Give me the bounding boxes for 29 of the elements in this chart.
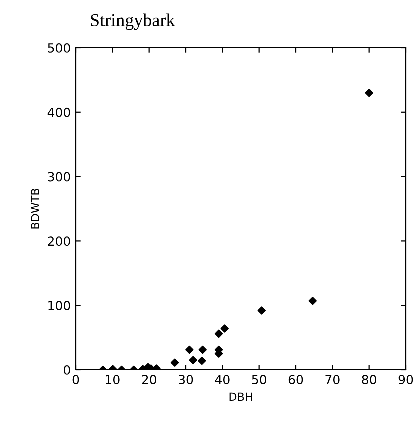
x-tick-label: 90 [398, 375, 414, 385]
y-tick-label: 500 [48, 43, 70, 53]
y-tick-label: 300 [48, 172, 70, 182]
x-axis-title: DBH [230, 392, 252, 401]
point [214, 330, 224, 338]
point [308, 296, 317, 306]
point [189, 356, 198, 364]
x-tick-label: 30 [179, 375, 194, 385]
y-tick-label: 200 [48, 236, 70, 246]
y-axis-title: BDWTB [31, 189, 40, 229]
point [186, 346, 194, 354]
point [198, 346, 207, 354]
x-tick-label: 20 [142, 375, 156, 385]
point [198, 356, 206, 366]
x-tick-label: 60 [288, 375, 304, 385]
chart-title: Stringybark [91, 14, 176, 30]
x-tick-label: 70 [326, 375, 340, 385]
y-tick-label: 400 [48, 108, 70, 118]
point [365, 88, 374, 98]
point [220, 324, 229, 333]
y-tick-label: 100 [48, 301, 70, 311]
point [170, 358, 180, 368]
x-tick-label: 50 [252, 375, 266, 385]
x-tick-label: 40 [215, 375, 230, 385]
y-tick-label: 0 [64, 365, 70, 375]
x-tick-label: 80 [362, 375, 376, 385]
x-tick-label: 0 [72, 375, 80, 385]
point [258, 306, 266, 315]
x-tick-label: 10 [106, 375, 120, 385]
